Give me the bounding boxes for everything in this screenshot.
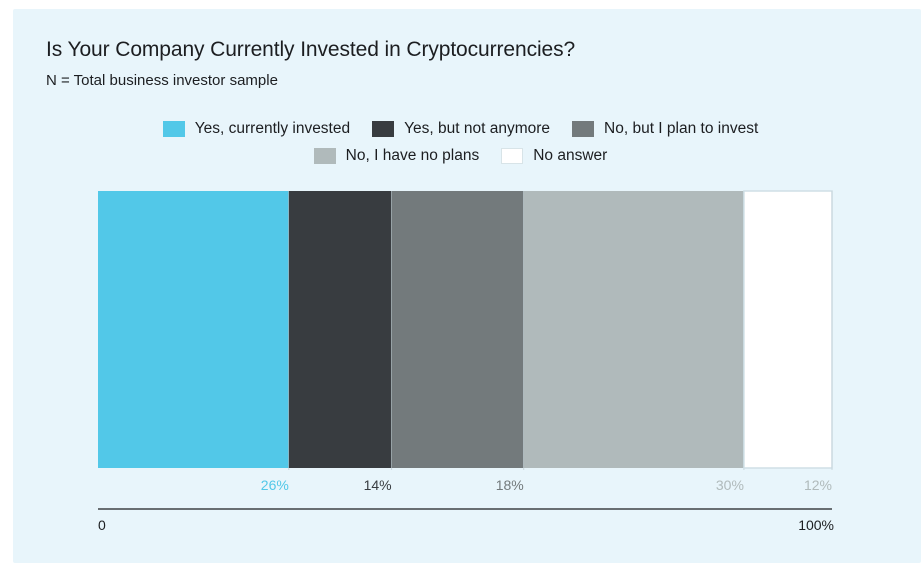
segment-value-label: 30%: [716, 477, 744, 493]
legend-item-plan-to-invest[interactable]: No, but I plan to invest: [572, 120, 758, 138]
legend-row-2: No, I have no plans No answer: [0, 147, 921, 165]
legend-swatch: [313, 148, 336, 164]
x-axis-min-label: 0: [98, 517, 106, 533]
bar-segment[interactable]: [523, 191, 744, 468]
bar-segment[interactable]: [743, 190, 833, 469]
legend-swatch: [162, 121, 185, 137]
legend-label: Yes, currently invested: [194, 120, 351, 137]
legend-item-no-answer[interactable]: No answer: [501, 147, 607, 165]
segment-value-label: 14%: [364, 477, 392, 493]
legend-swatch: [372, 121, 395, 137]
legend-swatch: [572, 121, 595, 137]
segment-value-label: 18%: [496, 477, 524, 493]
legend-item-not-anymore[interactable]: Yes, but not anymore: [372, 120, 550, 138]
segment-value-label: 12%: [804, 477, 832, 493]
legend-item-no-plans[interactable]: No, I have no plans: [313, 147, 480, 165]
legend-swatch: [501, 148, 524, 164]
bar-segment[interactable]: [391, 191, 524, 468]
chart-title: Is Your Company Currently Invested in Cr…: [46, 38, 576, 61]
bar-segment[interactable]: [98, 191, 289, 468]
legend-label: No answer: [533, 147, 608, 164]
chart-subtitle: N = Total business investor sample: [46, 72, 278, 89]
legend-label: No, but I plan to invest: [604, 120, 759, 137]
segment-value-label: 26%: [261, 477, 289, 493]
legend-row-1: Yes, currently invested Yes, but not any…: [0, 120, 921, 138]
x-axis-max-label: 100%: [798, 517, 834, 533]
legend-label: No, I have no plans: [345, 147, 480, 164]
legend-label: Yes, but not anymore: [404, 120, 551, 137]
bar-segment[interactable]: [288, 191, 392, 468]
legend-item-currently-invested[interactable]: Yes, currently invested: [162, 120, 351, 138]
